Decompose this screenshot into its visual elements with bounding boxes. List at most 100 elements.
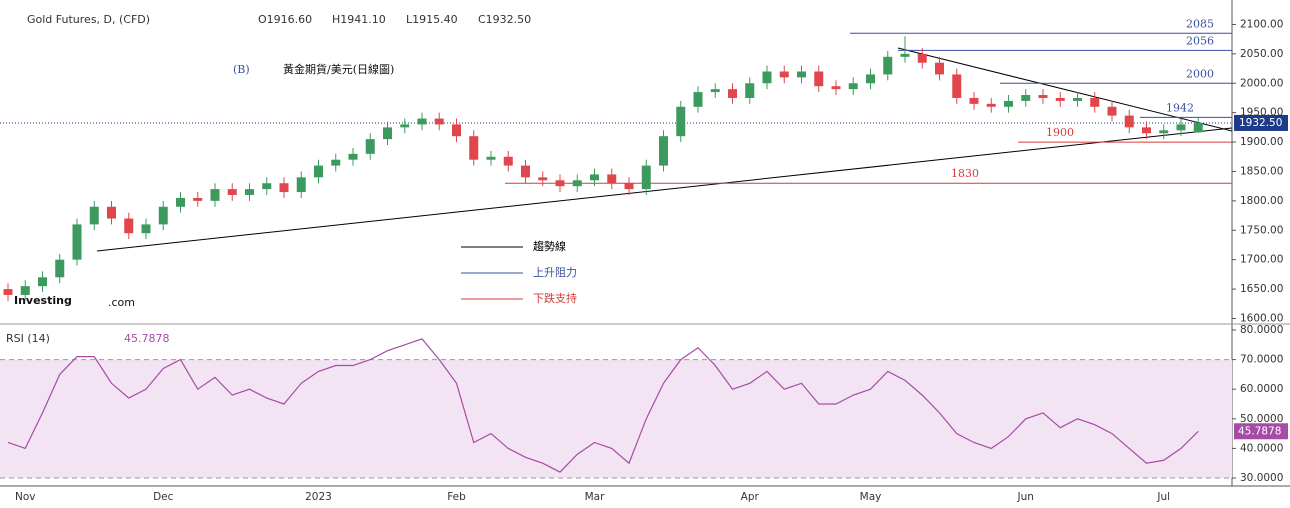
annotation-title: 黃金期貨/美元(日線圖)	[283, 62, 394, 76]
rsi-band	[0, 359, 1232, 479]
ohlc-low: L1915.40	[406, 13, 458, 26]
candle-body	[1073, 97, 1082, 101]
candle-body	[866, 74, 875, 84]
candle-body	[935, 62, 944, 75]
candle-body	[555, 180, 565, 187]
last-price-tag	[1234, 114, 1288, 131]
candle-body	[969, 97, 979, 104]
x-tick-label: Mar	[585, 491, 605, 503]
y-tick-label: 40.0000	[1240, 442, 1283, 454]
candle-body	[1193, 122, 1203, 133]
candle-body	[572, 180, 582, 187]
candle-body	[745, 83, 755, 98]
y-tick-label: 2100.00	[1240, 18, 1283, 30]
x-tick-label: Dec	[153, 491, 174, 503]
y-tick-label: 80.0000	[1240, 324, 1283, 336]
x-tick-label: Jul	[1156, 491, 1170, 503]
ohlc-close: C1932.50	[478, 13, 531, 26]
y-tick-label: 1800.00	[1240, 195, 1283, 207]
annotation-prefix: (B)	[233, 63, 250, 76]
x-tick-label: Nov	[15, 491, 36, 503]
candle-body	[262, 183, 272, 190]
candle-body	[503, 156, 513, 166]
candle-body	[210, 189, 220, 201]
rsi-tag	[1234, 423, 1288, 440]
candle-body	[1107, 106, 1117, 116]
y-tick-label: 1900.00	[1240, 136, 1283, 148]
candle-body	[20, 286, 30, 295]
candle-body	[245, 189, 254, 195]
rsi-tag-label: 45.7878	[1238, 425, 1281, 437]
y-tick-label: 1650.00	[1240, 283, 1283, 295]
trend-line	[96, 127, 1233, 252]
legend-label: 趨勢線	[533, 239, 566, 253]
y-tick-label: 2000.00	[1240, 77, 1283, 89]
candle-body	[986, 103, 996, 107]
candle-body	[797, 71, 806, 78]
candle-body	[676, 106, 686, 137]
candle-body	[831, 86, 841, 90]
candle-body	[917, 53, 927, 63]
candle-body	[365, 139, 375, 154]
candle-body	[124, 218, 134, 234]
candle-body	[779, 71, 789, 78]
candle-body	[1090, 97, 1100, 107]
level-label: 1900	[1046, 126, 1074, 139]
candle-body	[814, 71, 824, 87]
y-tick-label: 1700.00	[1240, 254, 1283, 266]
level-label: 2000	[1186, 67, 1214, 80]
legend-label: 上升阻力	[533, 266, 577, 279]
legend-label: 下跌支持	[533, 291, 577, 305]
y-tick-label: 50.0000	[1240, 413, 1283, 425]
y-tick-label: 60.0000	[1240, 383, 1283, 395]
candle-body	[227, 189, 237, 195]
candle-body	[296, 177, 306, 193]
x-tick-label: May	[860, 491, 882, 503]
candle-body	[1159, 130, 1169, 134]
candle-body	[641, 165, 651, 190]
candle-body	[38, 277, 47, 287]
x-tick-label: Jun	[1017, 491, 1034, 503]
x-tick-label: Apr	[741, 491, 760, 503]
candle-body	[900, 53, 910, 57]
level-label: 2085	[1186, 17, 1214, 30]
candle-body	[728, 89, 737, 98]
y-tick-label: 2050.00	[1240, 48, 1283, 60]
candle-body	[848, 83, 858, 90]
candle-body	[107, 206, 116, 219]
candle-body	[452, 124, 461, 137]
candle-body	[538, 177, 548, 181]
candle-body	[417, 118, 427, 125]
candle-body	[3, 289, 13, 295]
candle-body	[1176, 124, 1186, 131]
level-label: 1830	[951, 167, 979, 180]
candle-body	[1124, 115, 1134, 128]
candle-body	[486, 156, 496, 160]
y-tick-label: 1850.00	[1240, 165, 1283, 177]
candle-body	[1142, 127, 1151, 134]
candle-body	[1055, 97, 1065, 101]
y-tick-label: 70.0000	[1240, 354, 1283, 366]
candle-body	[883, 56, 893, 75]
candle-body	[607, 174, 617, 184]
candle-body	[434, 118, 444, 125]
y-tick-label: 30.0000	[1240, 472, 1283, 484]
candle-body	[55, 259, 65, 278]
last-price-label: 1932.50	[1239, 117, 1282, 129]
candle-body	[1021, 95, 1031, 101]
candle-body	[314, 165, 323, 178]
candle-body	[193, 197, 203, 201]
candle-body	[348, 153, 358, 160]
level-label: 2056	[1186, 34, 1214, 47]
ohlc-high: H1941.10	[332, 13, 386, 26]
watermark: Investing	[14, 294, 72, 307]
y-tick-label: 1600.00	[1240, 312, 1283, 324]
candle-body	[400, 124, 410, 128]
candle-body	[383, 127, 392, 140]
rsi-title: RSI (14)	[6, 332, 50, 345]
candle-body	[624, 183, 634, 190]
chart-title: Gold Futures, D, (CFD)	[27, 13, 150, 26]
candle-body	[89, 206, 99, 225]
